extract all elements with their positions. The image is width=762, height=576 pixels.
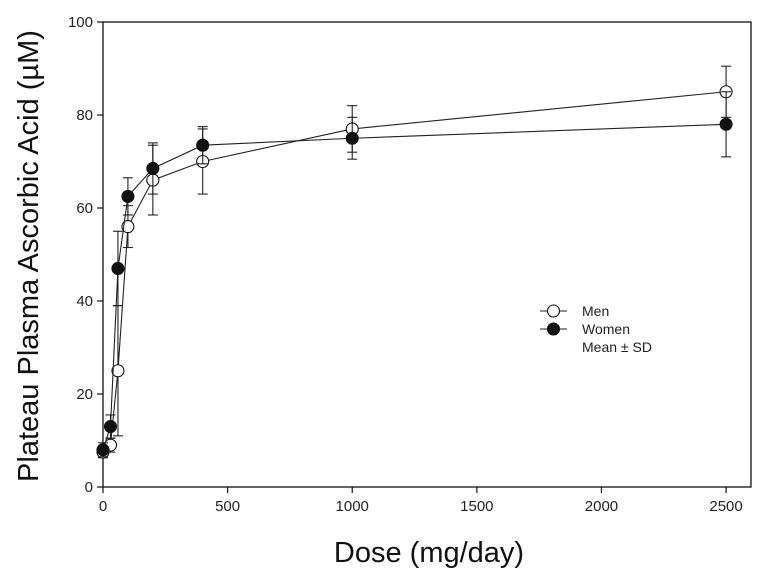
y-axis-title: Plateau Plasma Ascorbic Acid (µM)	[13, 30, 45, 482]
x-tick-label-500: 500	[215, 498, 240, 515]
legend-marker-men	[546, 304, 561, 318]
point-men-100	[121, 220, 135, 234]
series-line-women	[102, 123, 727, 450]
x-tick-label-2000: 2000	[585, 498, 618, 515]
y-tick-label-40: 40	[76, 293, 93, 310]
series-women	[96, 91, 733, 458]
x-tick-label-2500: 2500	[709, 498, 742, 515]
x-axis-title: Dose (mg/day)	[334, 537, 524, 569]
y-tick-label-20: 20	[76, 386, 93, 403]
legend-label-women: Women	[582, 321, 630, 337]
axes: 0 500 1000 1500 2000 2500 0 20 40 60 80 100	[68, 14, 752, 515]
y-tick-label-100: 100	[68, 14, 93, 31]
plot-frame	[102, 21, 752, 488]
point-women-30	[103, 419, 118, 434]
series-layer	[96, 65, 733, 459]
point-women-2500	[719, 117, 733, 131]
point-women-200	[146, 161, 160, 176]
legend-label-men: Men	[582, 303, 609, 319]
point-women-400	[196, 138, 210, 152]
point-men-60	[111, 364, 125, 378]
y-tick-label-80: 80	[76, 107, 93, 124]
y-tick-label-60: 60	[76, 200, 93, 217]
point-women-1000	[345, 131, 359, 145]
point-women-60	[111, 261, 125, 276]
legend: Men Women Mean ± SD	[540, 303, 652, 355]
legend-marker-women	[546, 322, 561, 336]
point-women-0	[96, 443, 110, 457]
x-tick-label-0: 0	[99, 498, 107, 515]
y-tick-label-0: 0	[85, 479, 93, 496]
legend-note: Mean ± SD	[582, 339, 652, 355]
x-tick-label-1500: 1500	[460, 498, 493, 515]
point-women-100	[121, 189, 135, 203]
x-tick-label-1000: 1000	[336, 498, 369, 515]
